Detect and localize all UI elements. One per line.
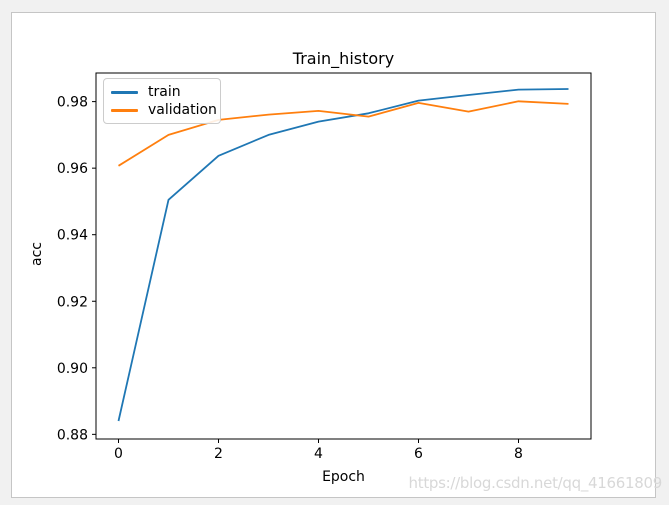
y-tick-label: 0.92 bbox=[57, 294, 88, 310]
legend-item-validation: validation bbox=[111, 101, 217, 119]
x-tick-label: 4 bbox=[314, 446, 323, 462]
plot-border bbox=[95, 72, 592, 440]
x-tick-label: 8 bbox=[514, 446, 523, 462]
legend-label-train: train bbox=[148, 84, 181, 100]
y-tick-label: 0.90 bbox=[57, 361, 88, 377]
x-axis-label: Epoch bbox=[322, 469, 365, 485]
train-line bbox=[117, 88, 569, 422]
y-tick-label: 0.94 bbox=[57, 228, 88, 244]
legend-label-validation: validation bbox=[148, 102, 217, 118]
legend-item-train: train bbox=[111, 83, 212, 101]
x-tick-label: 2 bbox=[214, 446, 223, 462]
figure: 0 2 4 6 8 0.88 0.90 0.92 0.94 0.96 0.98 Train_hist… bbox=[11, 12, 656, 498]
y-axis-label: acc bbox=[29, 242, 45, 266]
chart-title: Train_history bbox=[292, 49, 395, 68]
x-tick-label: 6 bbox=[414, 446, 423, 462]
x-tick-label: 0 bbox=[114, 446, 123, 462]
y-tick-label: 0.96 bbox=[57, 161, 88, 177]
watermark-text: https://blog.csdn.net/qq_41661809 bbox=[408, 474, 663, 492]
plot-canvas: 0 2 4 6 8 0.88 0.90 0.92 0.94 0.96 0.98 bbox=[57, 72, 592, 462]
legend-line-swatch-train bbox=[111, 90, 138, 94]
validation-line bbox=[118, 100, 569, 167]
y-tick-label: 0.98 bbox=[57, 95, 88, 111]
y-tick-label: 0.88 bbox=[57, 427, 88, 443]
legend-line-swatch-validation bbox=[111, 108, 138, 112]
legend: train validation bbox=[103, 78, 221, 124]
